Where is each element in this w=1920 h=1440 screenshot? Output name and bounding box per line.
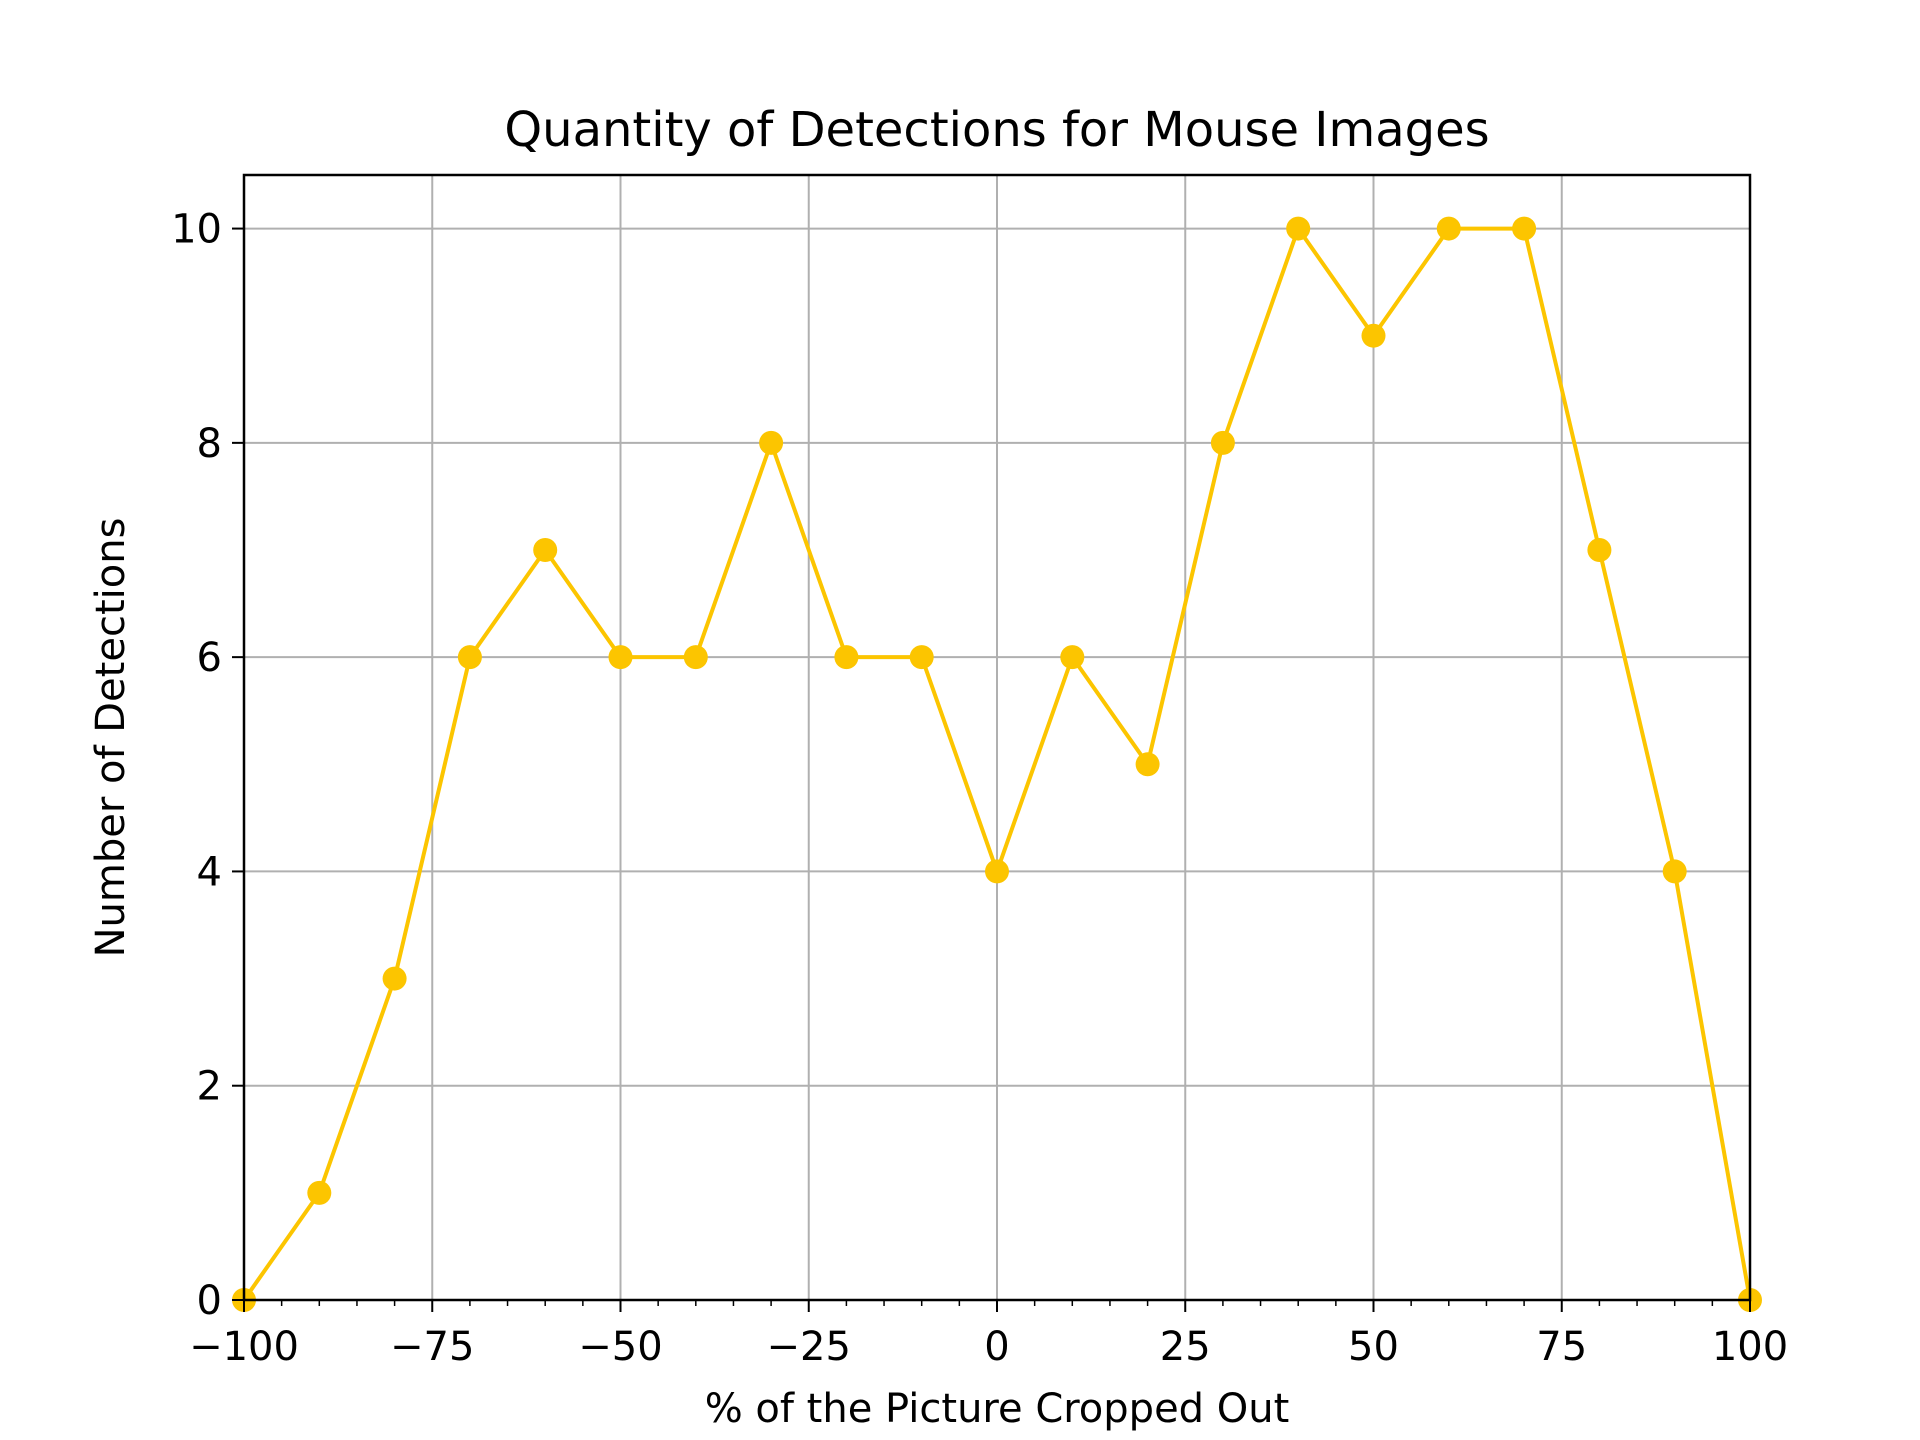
data-point [1512,216,1537,241]
data-point [759,430,784,455]
data-point [307,1180,332,1205]
data-point [457,645,482,670]
x-tick-label: −75 [390,1324,474,1370]
data-point [834,645,859,670]
x-tick-label: 25 [1160,1324,1211,1370]
series-layer [232,216,1762,1312]
data-point [985,859,1009,884]
x-tick-label: 0 [984,1324,1009,1370]
data-point [1135,752,1160,777]
y-tick-label: 4 [197,849,222,895]
y-tick-label: 0 [197,1278,222,1324]
data-point [382,966,407,991]
x-tick-label: 75 [1536,1324,1587,1370]
x-axis-title: % of the Picture Cropped Out [705,1386,1290,1432]
data-point [1361,323,1386,348]
data-point [683,645,708,670]
y-tick-label: 2 [197,1064,222,1110]
x-tick-label: 50 [1348,1324,1399,1370]
y-axis-title: Number of Detections [88,518,134,958]
data-point [1436,216,1461,241]
data-point [533,538,558,562]
data-point [1662,859,1687,884]
x-tick-label: −50 [578,1324,662,1370]
x-tick-label: −25 [767,1324,851,1370]
data-point [608,645,633,670]
y-tick-label: 6 [197,635,222,681]
y-tick-label: 10 [171,207,222,253]
x-tick-label: −100 [189,1324,299,1370]
x-tick-label: 100 [1712,1324,1788,1370]
chart-title: Quantity of Detections for Mouse Images [504,102,1489,158]
data-point [1286,216,1311,241]
data-point [1210,430,1235,455]
data-point [1587,538,1612,562]
data-point [1060,645,1085,670]
axis-ticks: −100 −75 −50 −25 0 25 50 75 100 0 2 4 6 8 10 [171,207,1788,1370]
y-tick-label: 8 [197,421,222,467]
data-point [909,645,934,670]
grid [243,175,1751,1301]
